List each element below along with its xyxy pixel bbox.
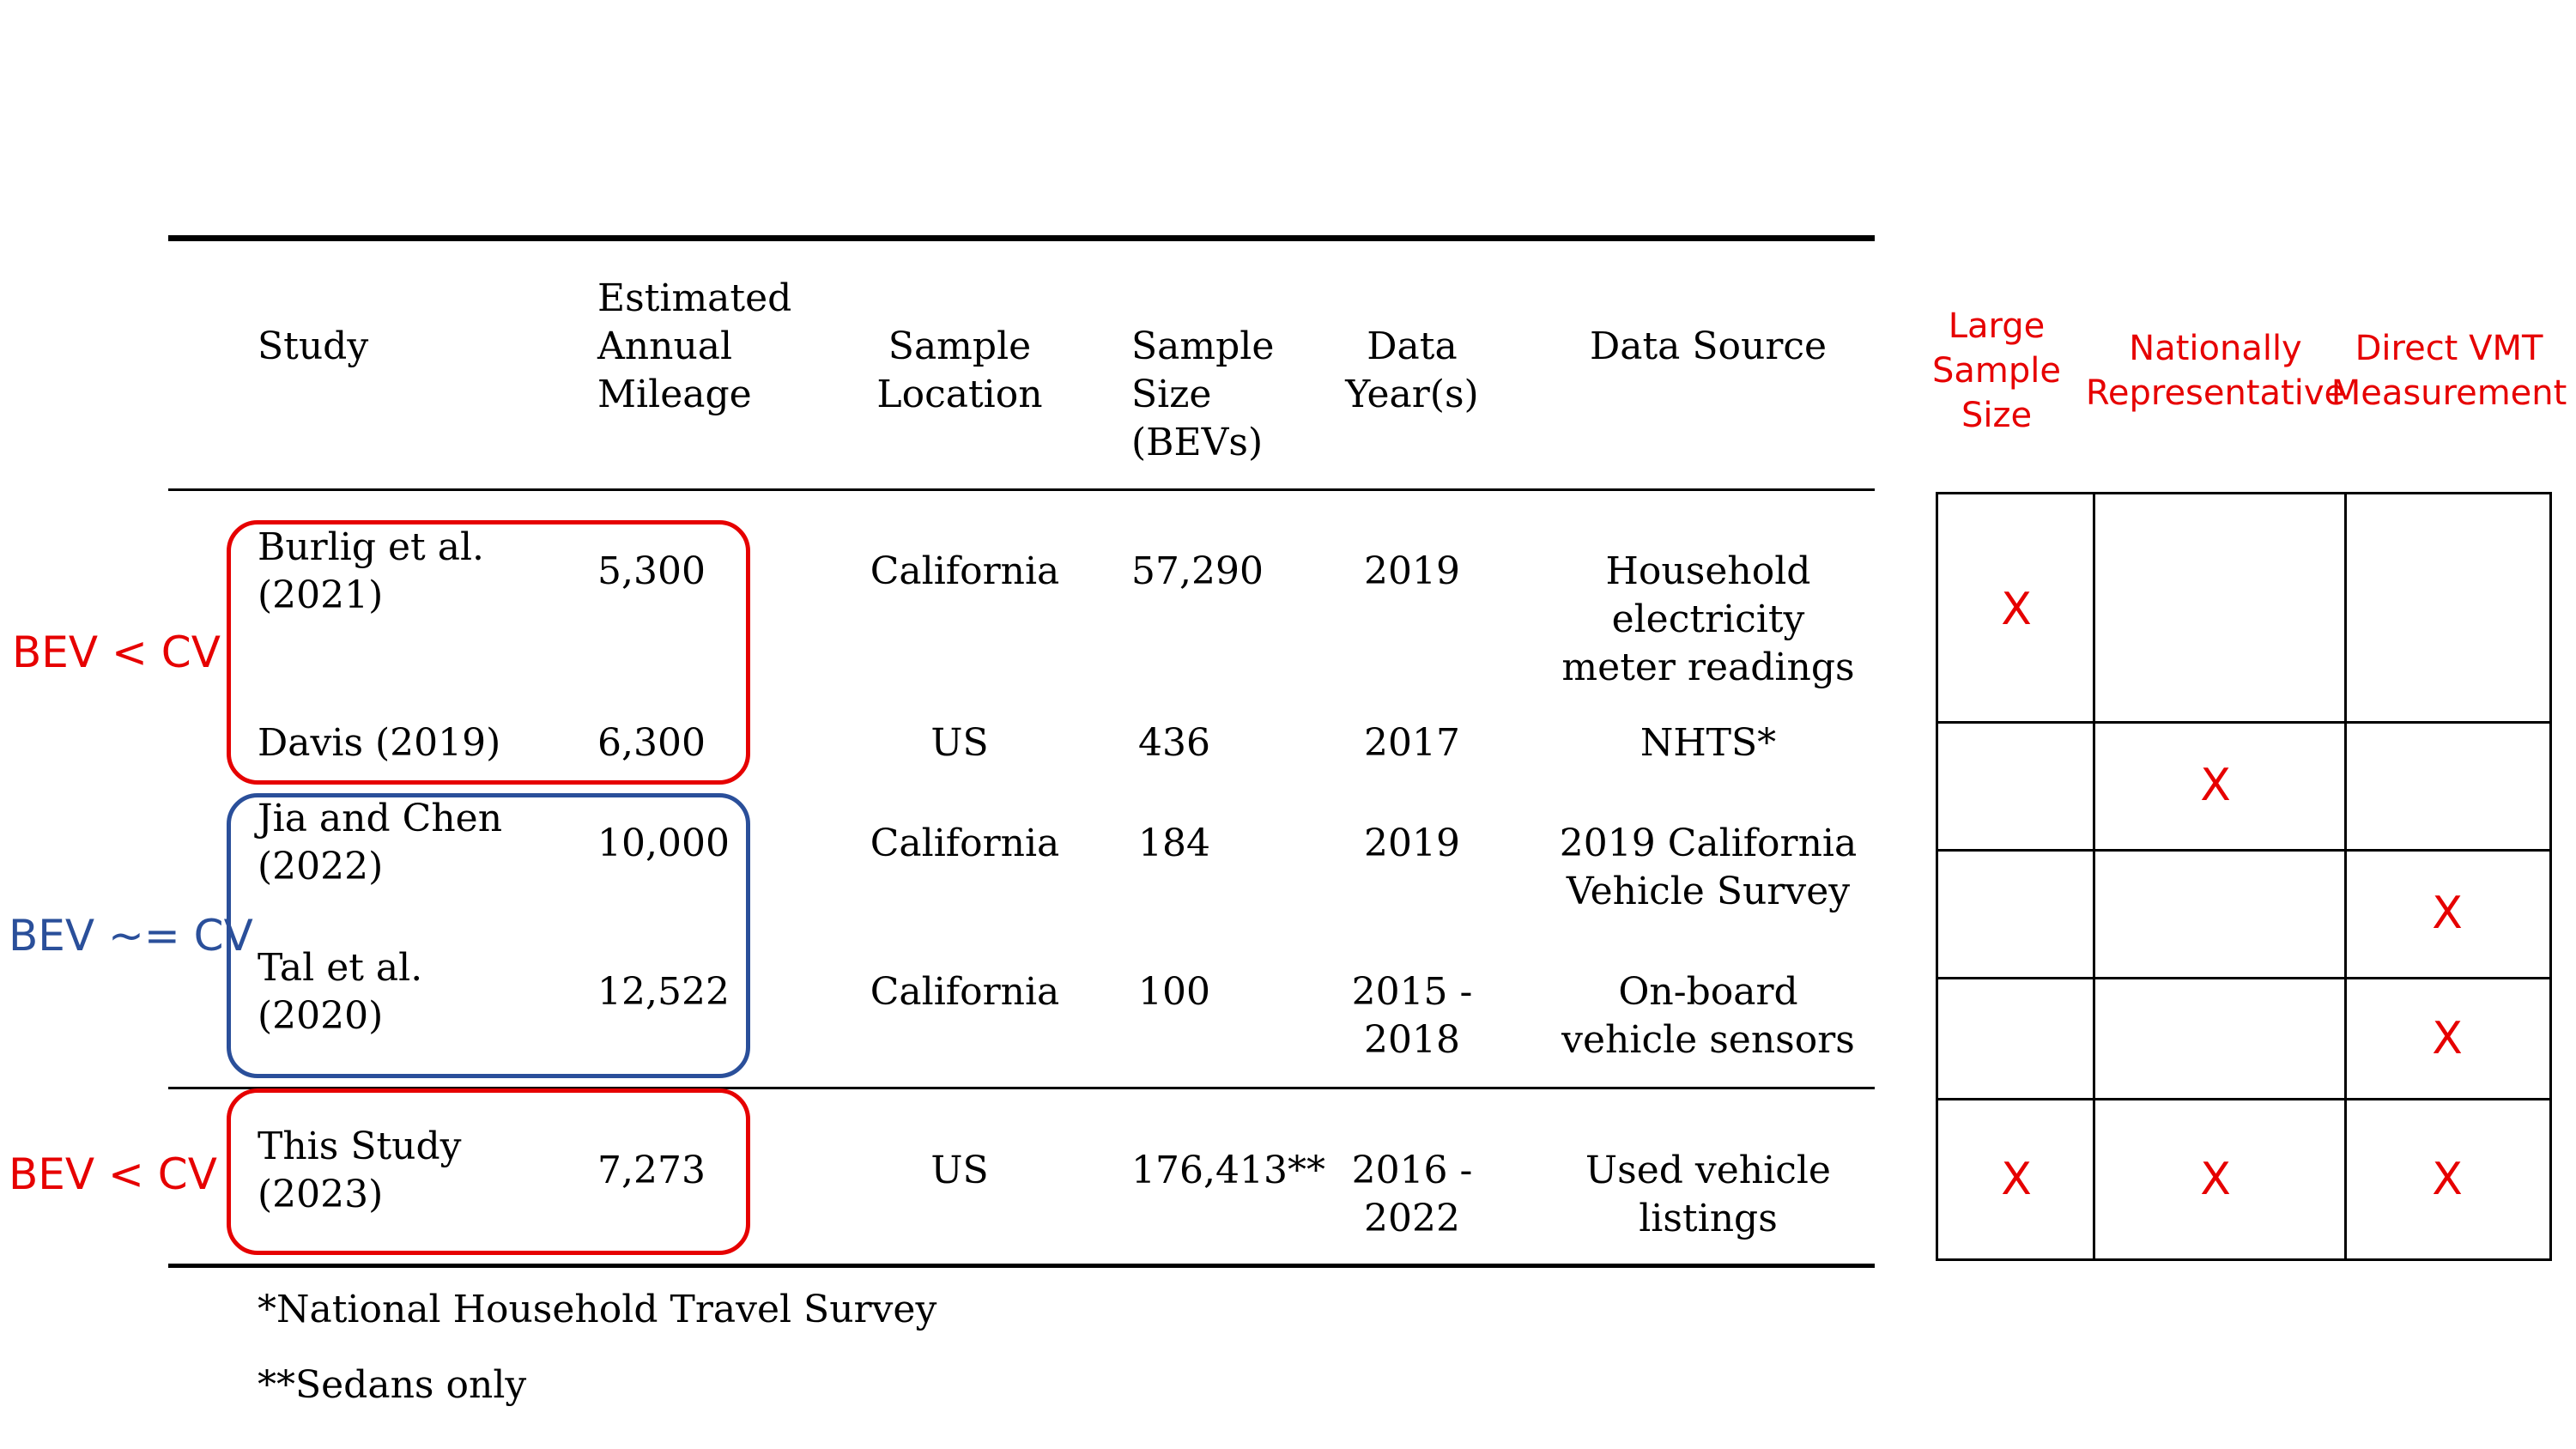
group-label-bev-similar-cv: BEV ~= CV — [9, 911, 253, 961]
row-0-location: California — [870, 549, 1060, 593]
criteria-grid-divider — [1938, 849, 2549, 852]
group-box-this-study — [227, 1088, 750, 1255]
row-4-source: Used vehicle listings — [1585, 1149, 1831, 1240]
row-3-year: 2015 - 2018 — [1351, 970, 1473, 1062]
criteria-grid-divider — [2344, 494, 2347, 1258]
row-0-size: 57,290 — [1131, 549, 1264, 593]
criteria-header-nationally-representative: Nationally Representative — [2085, 329, 2346, 413]
header-study: Study — [258, 324, 369, 368]
row-3-mileage: 12,522 — [597, 970, 730, 1014]
group-box-bev-less-than-cv — [227, 520, 750, 785]
row-3-location: California — [870, 970, 1060, 1014]
group-label-bev-less-than-cv: BEV < CV — [12, 627, 221, 677]
row-3-source: On-board vehicle sensors — [1561, 970, 1855, 1062]
criteria-grid — [1936, 492, 2552, 1261]
criteria-header-large-sample-size: Large Sample Size — [1932, 306, 2061, 435]
row-1-size: 436 — [1138, 721, 1210, 765]
criteria-grid-divider — [2093, 494, 2095, 1258]
footnote-nhts: *National Household Travel Survey — [258, 1288, 937, 1331]
criteria-mark-x: X — [2001, 584, 2032, 635]
criteria-grid-divider — [1938, 721, 2549, 724]
row-3-study: Tal et al. (2020) — [258, 946, 423, 1038]
footnote-sedans: **Sedans only — [258, 1363, 527, 1407]
row-1-year: 2017 — [1364, 721, 1460, 765]
row-2-mileage: 10,000 — [597, 822, 730, 865]
header-data-year: Data Year(s) — [1345, 324, 1479, 416]
criteria-mark-x: X — [2200, 760, 2231, 811]
criteria-grid-divider — [1938, 1098, 2549, 1100]
criteria-header-direct-vmt-measurement: Direct VMT Measurement — [2331, 329, 2567, 413]
row-2-year: 2019 — [1364, 822, 1460, 865]
row-4-size: 176,413** — [1131, 1149, 1325, 1192]
row-3-size: 100 — [1138, 970, 1210, 1014]
header-mileage: Estimated Annual Mileage — [597, 276, 792, 416]
criteria-mark-x: X — [2432, 1154, 2463, 1205]
row-4-mileage: 7,273 — [597, 1149, 706, 1192]
group-label-this-study: BEV < CV — [9, 1149, 217, 1199]
row-0-study: Burlig et al. (2021) — [258, 525, 484, 617]
row-0-year: 2019 — [1364, 549, 1460, 593]
table-header-rule — [168, 488, 1875, 491]
row-4-location: US — [930, 1149, 989, 1192]
criteria-mark-x: X — [2001, 1154, 2032, 1205]
row-2-size: 184 — [1138, 822, 1210, 865]
row-4-study: This Study (2023) — [258, 1125, 462, 1216]
group-box-bev-similar-cv — [227, 793, 750, 1078]
row-0-mileage: 5,300 — [597, 549, 706, 593]
criteria-mark-x: X — [2200, 1154, 2231, 1205]
header-data-source: Data Source — [1589, 324, 1827, 368]
row-2-study: Jia and Chen (2022) — [258, 797, 503, 888]
row-4-year: 2016 - 2022 — [1351, 1149, 1473, 1240]
header-location: Sample Location — [876, 324, 1043, 416]
criteria-grid-divider — [1938, 977, 2549, 979]
table-bottom-rule — [168, 1264, 1875, 1268]
criteria-mark-x: X — [2432, 888, 2463, 939]
table-top-rule — [168, 235, 1875, 241]
row-1-location: US — [930, 721, 989, 765]
row-1-source: NHTS* — [1640, 721, 1777, 765]
criteria-mark-x: X — [2432, 1013, 2463, 1064]
row-1-study: Davis (2019) — [258, 721, 501, 765]
table-section-rule — [168, 1087, 1875, 1089]
row-2-location: California — [870, 822, 1060, 865]
row-0-source: Household electricity meter readings — [1561, 549, 1855, 689]
row-2-source: 2019 California Vehicle Survey — [1559, 822, 1858, 913]
row-1-mileage: 6,300 — [597, 721, 706, 765]
header-sample-size: Sample Size (BEVs) — [1131, 324, 1275, 464]
